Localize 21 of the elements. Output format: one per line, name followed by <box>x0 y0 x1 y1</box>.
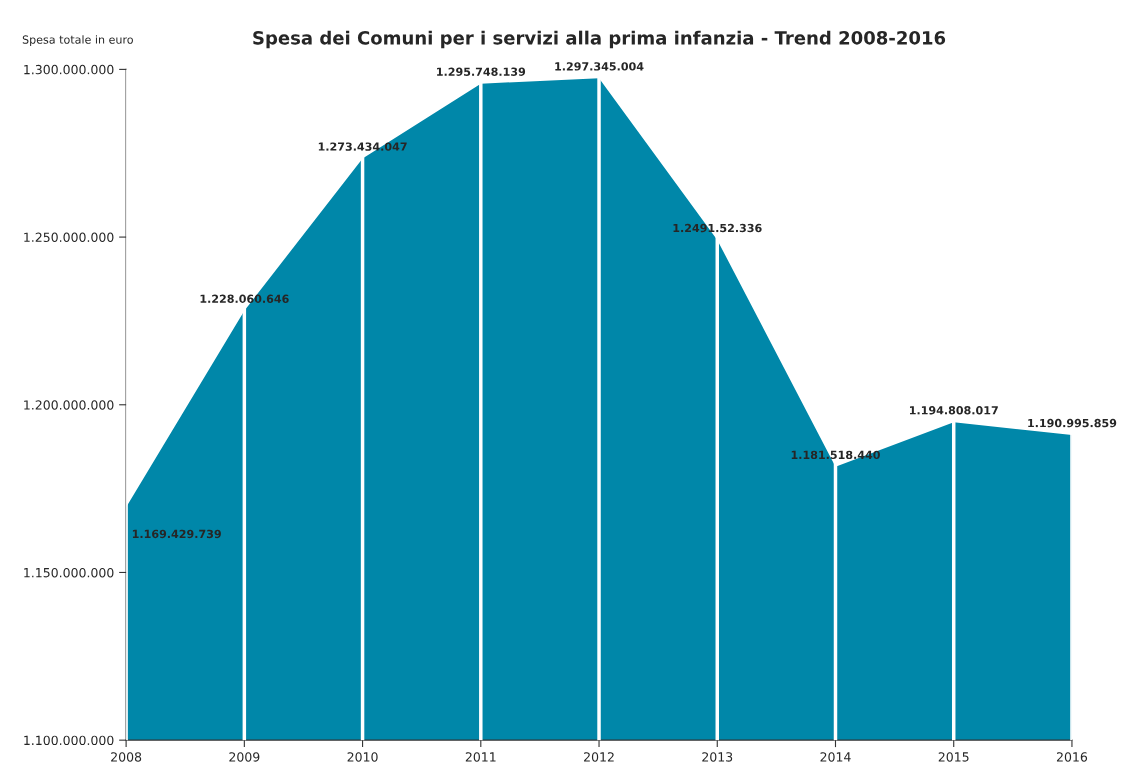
y-tick-label: 1.250.000.000 <box>24 232 114 243</box>
data-label: 1.169.429.739 <box>132 529 221 539</box>
data-label: 1.194.808.017 <box>909 406 998 415</box>
y-tick-label: 1.200.000.000 <box>24 400 114 410</box>
x-tick-label: 2010 <box>347 752 378 762</box>
x-tick-label: 2009 <box>229 752 260 762</box>
y-tick-label: 1.100.000.000 <box>24 735 114 746</box>
data-label: 1.297.345.004 <box>555 62 644 71</box>
data-label: 1.190.995.859 <box>1028 418 1117 428</box>
x-tick-label: 2012 <box>584 752 614 762</box>
x-tick-label: 2016 <box>1056 752 1088 762</box>
y-axis-title: Spesa totale in euro <box>22 35 133 46</box>
data-label: 1.295.748.139 <box>437 67 526 76</box>
x-tick-label: 2014 <box>820 752 851 762</box>
x-tick-label: 2015 <box>938 752 969 762</box>
x-tick-label: 2011 <box>465 752 496 762</box>
x-tick-label: 2013 <box>702 752 733 762</box>
y-tick-label: 1.300.000.000 <box>24 64 114 75</box>
y-tick-label: 1.150.000.000 <box>24 567 114 578</box>
chart-title: Spesa dei Comuni per i servizi alla prima infanzia - Trend 2008-2016 <box>253 30 946 49</box>
x-tick-label: 2008 <box>111 752 142 762</box>
